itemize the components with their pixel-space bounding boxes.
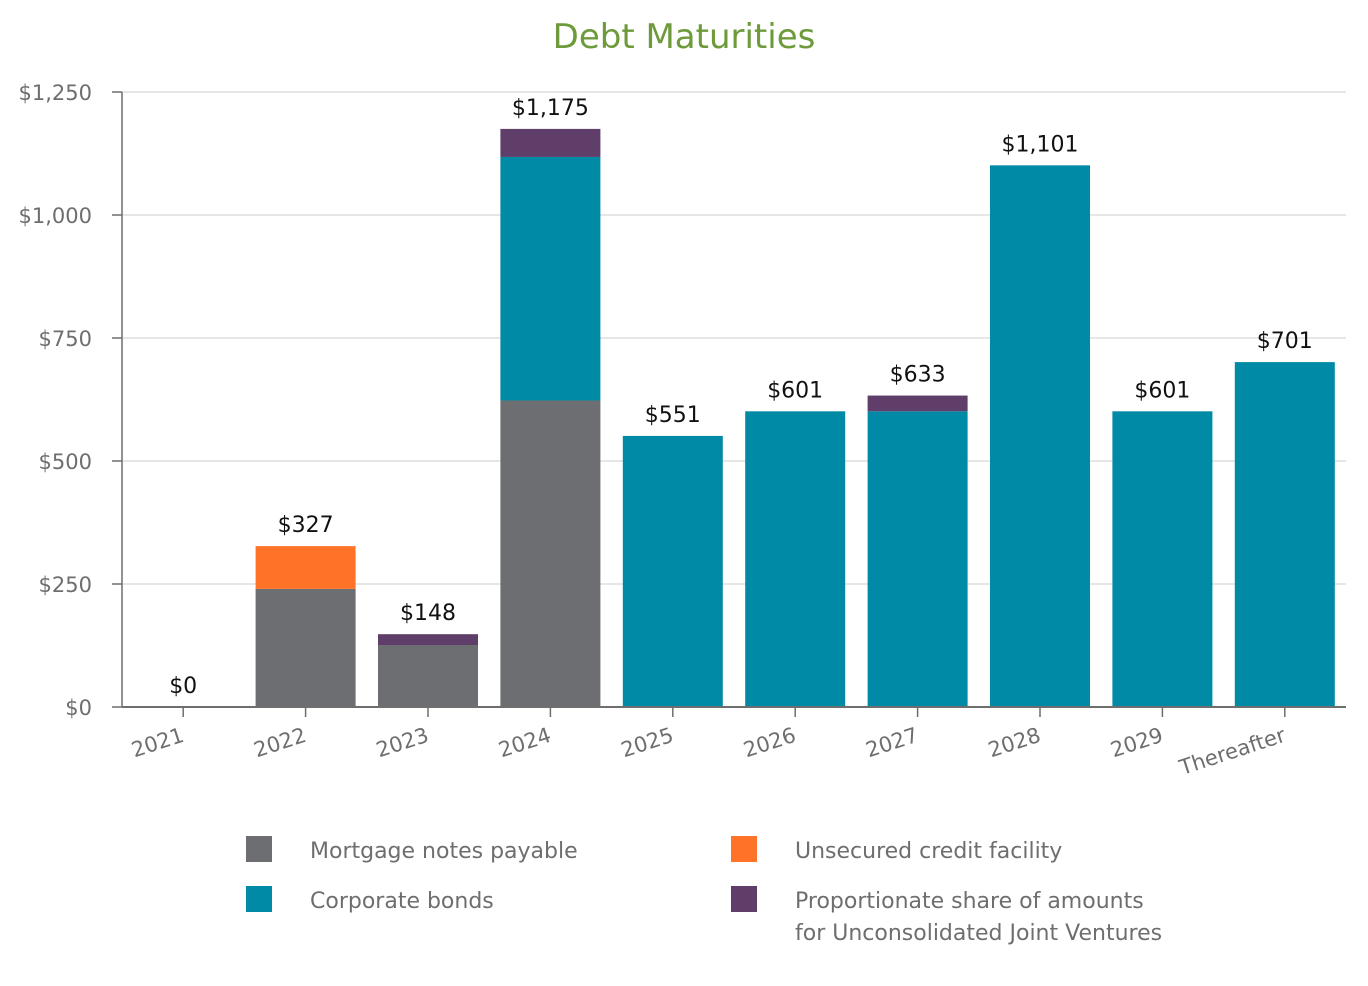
x-tick-label-2028: 2028: [985, 723, 1043, 762]
x-tick-label-2029: 2029: [1108, 723, 1166, 762]
x-tick-label-2022: 2022: [251, 723, 309, 762]
x-tick-label-2021: 2021: [128, 723, 186, 762]
bar-segment-2027-series-2: [867, 411, 968, 707]
bar-segment-thereafter-series-2: [1234, 362, 1335, 707]
data-label-2021: $0: [169, 674, 197, 699]
data-label-thereafter: $701: [1257, 329, 1313, 354]
bar-segment-2028-series-2: [990, 165, 1090, 708]
data-label-2022: $327: [278, 513, 334, 538]
bar-segment-2022-series-0: [255, 588, 356, 707]
bar-segment-2025-series-2: [622, 435, 723, 707]
bar-segment-2024-series-2: [500, 156, 601, 401]
data-label-2028: $1,101: [1002, 132, 1079, 157]
y-axis: $0 $250 $500 $750 $1,000 $1,250: [19, 81, 123, 720]
y-tick-label: $1,250: [19, 81, 92, 105]
y-tick-label: $500: [39, 450, 92, 474]
data-label-2029: $601: [1134, 378, 1190, 403]
bar-segment-2027-series-3: [867, 395, 968, 412]
data-label-2026: $601: [767, 378, 823, 403]
y-tick-label: $0: [65, 696, 92, 720]
y-tick-label: $1,000: [19, 204, 92, 228]
bar-segment-2023-series-0: [378, 645, 478, 707]
y-tick-label: $250: [39, 573, 92, 597]
x-tick-label-2024: 2024: [496, 723, 554, 762]
chart-title: Debt Maturities: [553, 17, 816, 57]
data-label-2024: $1,175: [512, 96, 589, 121]
data-label-2027: $633: [890, 363, 946, 388]
data-label-2025: $551: [645, 403, 701, 428]
bar-segment-2022-series-1: [255, 546, 356, 589]
y-tick-label: $750: [39, 327, 92, 351]
bar-segment-2023-series-3: [378, 634, 478, 646]
data-label-2023: $148: [400, 601, 456, 626]
x-tick-label-2025: 2025: [618, 723, 676, 762]
x-axis: 2021 2022 2023 2024 2025 2026 2027 2028 2029 Ther…: [122, 706, 1346, 780]
x-tick-label-2026: 2026: [740, 723, 798, 762]
bar-segment-2026-series-2: [745, 411, 846, 707]
bar-segment-2029-series-2: [1112, 411, 1213, 707]
x-tick-label-thereafter: Thereafter: [1176, 723, 1289, 780]
bars: [255, 128, 1335, 708]
x-tick-label-2023: 2023: [373, 723, 431, 762]
bar-segment-2024-series-3: [500, 128, 601, 157]
bar-segment-2024-series-0: [500, 400, 601, 707]
data-labels: $0 $327 $148 $1,175 $551 $601 $633 $1,101 $601 $7…: [169, 96, 1313, 699]
x-tick-label-2027: 2027: [863, 723, 921, 762]
